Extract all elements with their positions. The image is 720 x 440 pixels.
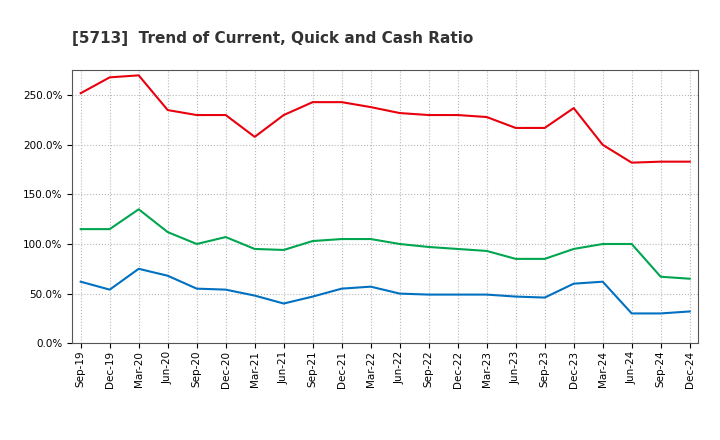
- Cash Ratio: [279, 301, 288, 306]
- Cash Ratio: [541, 295, 549, 300]
- Current Ratio: [338, 99, 346, 105]
- Quick Ratio: [105, 227, 114, 232]
- Cash Ratio: [657, 311, 665, 316]
- Current Ratio: [395, 110, 404, 116]
- Quick Ratio: [395, 242, 404, 247]
- Current Ratio: [627, 160, 636, 165]
- Quick Ratio: [221, 235, 230, 240]
- Current Ratio: [454, 112, 462, 117]
- Current Ratio: [192, 112, 201, 117]
- Cash Ratio: [482, 292, 491, 297]
- Quick Ratio: [511, 256, 520, 261]
- Cash Ratio: [511, 294, 520, 299]
- Cash Ratio: [338, 286, 346, 291]
- Current Ratio: [541, 125, 549, 131]
- Quick Ratio: [338, 236, 346, 242]
- Cash Ratio: [424, 292, 433, 297]
- Cash Ratio: [598, 279, 607, 284]
- Quick Ratio: [657, 274, 665, 279]
- Cash Ratio: [308, 294, 317, 299]
- Cash Ratio: [570, 281, 578, 286]
- Current Ratio: [598, 142, 607, 147]
- Quick Ratio: [192, 242, 201, 247]
- Cash Ratio: [192, 286, 201, 291]
- Cash Ratio: [366, 284, 375, 289]
- Current Ratio: [424, 112, 433, 117]
- Line: Quick Ratio: Quick Ratio: [81, 209, 690, 279]
- Quick Ratio: [541, 256, 549, 261]
- Current Ratio: [135, 73, 143, 78]
- Quick Ratio: [685, 276, 694, 281]
- Cash Ratio: [221, 287, 230, 292]
- Current Ratio: [105, 75, 114, 80]
- Current Ratio: [221, 112, 230, 117]
- Quick Ratio: [482, 248, 491, 253]
- Cash Ratio: [76, 279, 85, 284]
- Line: Current Ratio: Current Ratio: [81, 75, 690, 163]
- Current Ratio: [657, 159, 665, 164]
- Text: [5713]  Trend of Current, Quick and Cash Ratio: [5713] Trend of Current, Quick and Cash …: [72, 31, 473, 46]
- Current Ratio: [570, 106, 578, 111]
- Cash Ratio: [685, 309, 694, 314]
- Quick Ratio: [424, 244, 433, 249]
- Current Ratio: [163, 107, 172, 113]
- Cash Ratio: [163, 273, 172, 279]
- Quick Ratio: [76, 227, 85, 232]
- Cash Ratio: [627, 311, 636, 316]
- Current Ratio: [251, 134, 259, 139]
- Cash Ratio: [251, 293, 259, 298]
- Quick Ratio: [366, 236, 375, 242]
- Quick Ratio: [570, 246, 578, 252]
- Line: Cash Ratio: Cash Ratio: [81, 269, 690, 313]
- Cash Ratio: [395, 291, 404, 296]
- Quick Ratio: [163, 229, 172, 235]
- Quick Ratio: [251, 246, 259, 252]
- Quick Ratio: [598, 242, 607, 247]
- Current Ratio: [511, 125, 520, 131]
- Quick Ratio: [454, 246, 462, 252]
- Cash Ratio: [135, 266, 143, 271]
- Current Ratio: [482, 114, 491, 120]
- Quick Ratio: [135, 207, 143, 212]
- Current Ratio: [366, 104, 375, 110]
- Cash Ratio: [454, 292, 462, 297]
- Current Ratio: [685, 159, 694, 164]
- Current Ratio: [279, 112, 288, 117]
- Current Ratio: [76, 91, 85, 96]
- Quick Ratio: [308, 238, 317, 244]
- Quick Ratio: [279, 247, 288, 253]
- Quick Ratio: [627, 242, 636, 247]
- Current Ratio: [308, 99, 317, 105]
- Cash Ratio: [105, 287, 114, 292]
